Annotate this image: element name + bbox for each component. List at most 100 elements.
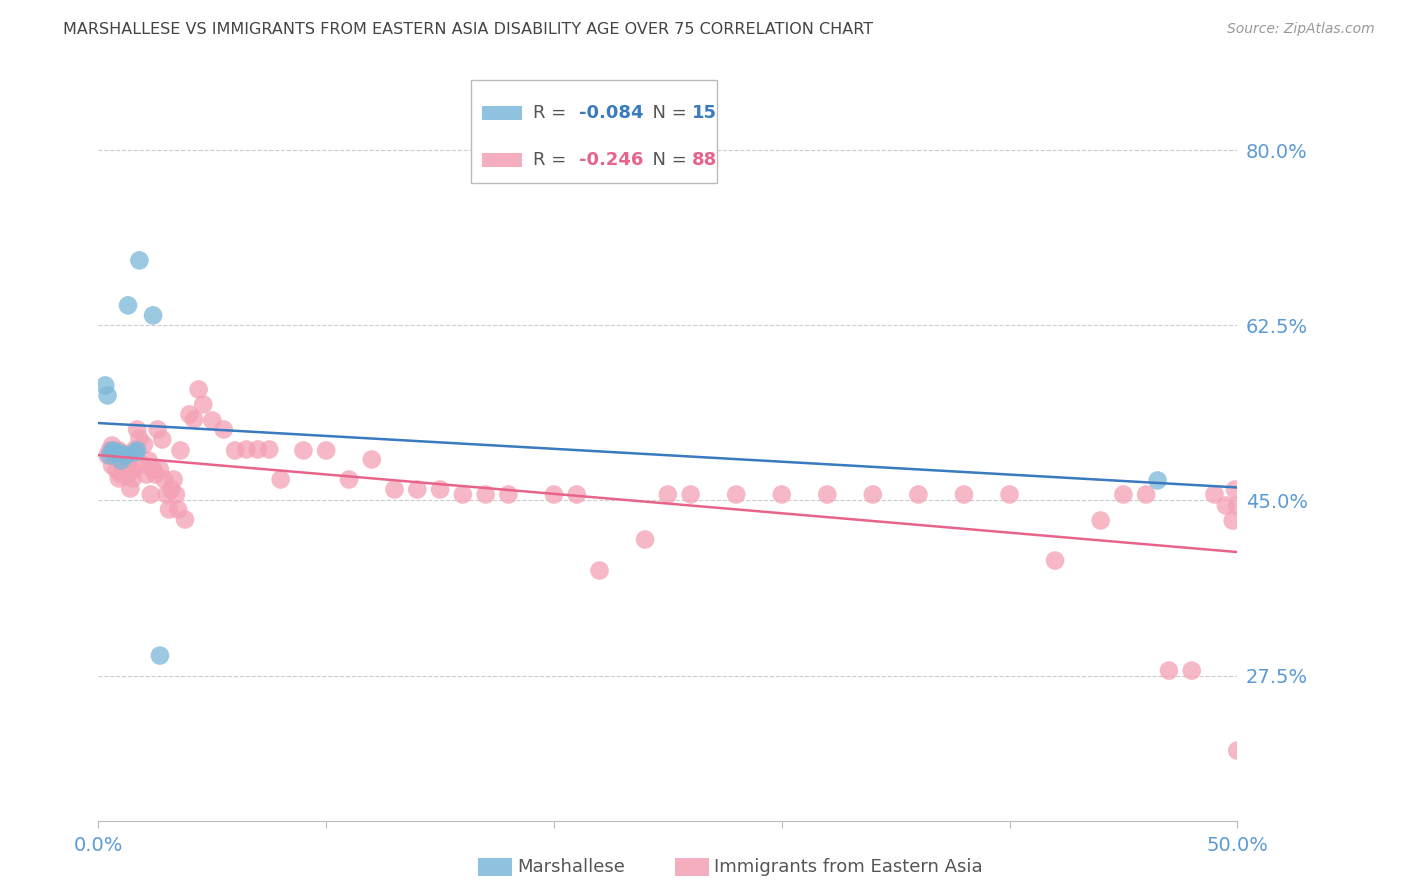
Point xyxy=(112,461,135,475)
Point xyxy=(1112,487,1135,501)
Point xyxy=(451,487,474,501)
Point xyxy=(132,437,155,451)
Point xyxy=(153,473,176,487)
Point xyxy=(103,443,125,458)
Point xyxy=(588,564,610,578)
Point xyxy=(101,443,124,458)
Point xyxy=(121,471,143,485)
Point xyxy=(142,309,165,323)
Point xyxy=(149,462,172,476)
Point xyxy=(1043,553,1066,567)
Point xyxy=(114,447,136,461)
Point xyxy=(193,397,215,411)
Point xyxy=(117,298,139,312)
Point xyxy=(103,445,125,459)
Point xyxy=(498,487,520,501)
Point xyxy=(110,453,132,467)
Point xyxy=(150,433,173,447)
Point xyxy=(862,487,884,501)
Text: Immigrants from Eastern Asia: Immigrants from Eastern Asia xyxy=(714,858,983,876)
Point xyxy=(120,482,142,496)
Point xyxy=(145,467,167,482)
Point xyxy=(725,487,748,501)
Point xyxy=(246,442,269,457)
Point xyxy=(146,422,169,436)
Point xyxy=(112,451,135,466)
Point xyxy=(259,442,281,457)
Point xyxy=(565,487,588,501)
Point xyxy=(142,462,165,476)
Point xyxy=(315,443,337,458)
Point xyxy=(160,483,183,497)
Point xyxy=(108,471,131,485)
Point xyxy=(127,422,149,436)
Point xyxy=(105,449,128,463)
Point xyxy=(138,453,160,467)
Point xyxy=(429,483,451,497)
Point xyxy=(1146,474,1168,488)
Point xyxy=(1181,664,1204,678)
Point xyxy=(1222,514,1244,528)
Point xyxy=(770,487,793,501)
Point xyxy=(1090,514,1112,528)
Point xyxy=(101,438,124,452)
Point xyxy=(360,452,382,467)
Point xyxy=(149,648,172,663)
Point xyxy=(212,422,235,436)
Text: R =: R = xyxy=(533,104,572,122)
Point xyxy=(337,473,360,487)
Point xyxy=(1135,487,1157,501)
Point xyxy=(124,442,146,457)
Point xyxy=(174,512,197,526)
Point xyxy=(167,502,190,516)
Point xyxy=(679,487,702,501)
Point xyxy=(1226,743,1249,757)
Point xyxy=(1157,664,1180,678)
Point xyxy=(292,443,315,458)
Point xyxy=(110,447,132,461)
Point xyxy=(135,467,157,482)
Text: 15: 15 xyxy=(692,104,717,122)
Point xyxy=(108,445,131,459)
Point xyxy=(124,445,146,459)
Point xyxy=(634,533,657,547)
Text: N =: N = xyxy=(641,152,693,169)
Point xyxy=(101,458,124,473)
Point xyxy=(201,413,224,427)
Point xyxy=(183,412,205,426)
Point xyxy=(117,467,139,482)
Text: -0.084: -0.084 xyxy=(579,104,644,122)
Point xyxy=(128,253,150,268)
Point xyxy=(94,378,117,392)
Point xyxy=(235,442,257,457)
Point xyxy=(953,487,976,501)
Point xyxy=(121,462,143,476)
Point xyxy=(96,388,118,402)
Point xyxy=(110,467,132,482)
Point xyxy=(98,449,121,463)
Point xyxy=(108,443,131,458)
Point xyxy=(98,443,121,458)
Point xyxy=(270,473,292,487)
Point xyxy=(406,483,429,497)
Point xyxy=(127,443,149,458)
Point xyxy=(157,502,180,516)
Point xyxy=(169,443,191,458)
Point xyxy=(114,462,136,476)
Text: Source: ZipAtlas.com: Source: ZipAtlas.com xyxy=(1227,22,1375,37)
Point xyxy=(117,458,139,472)
Text: -0.246: -0.246 xyxy=(579,152,644,169)
Point xyxy=(474,487,496,501)
Point xyxy=(179,408,201,422)
Point xyxy=(131,458,153,472)
Point xyxy=(1204,487,1226,501)
Point xyxy=(187,383,209,397)
Point xyxy=(815,487,838,501)
Point xyxy=(998,487,1021,501)
Point xyxy=(165,487,187,501)
Point xyxy=(543,487,565,501)
Point xyxy=(907,487,929,501)
Point xyxy=(114,449,136,463)
Text: Marshallese: Marshallese xyxy=(517,858,626,876)
Point xyxy=(1215,499,1237,513)
